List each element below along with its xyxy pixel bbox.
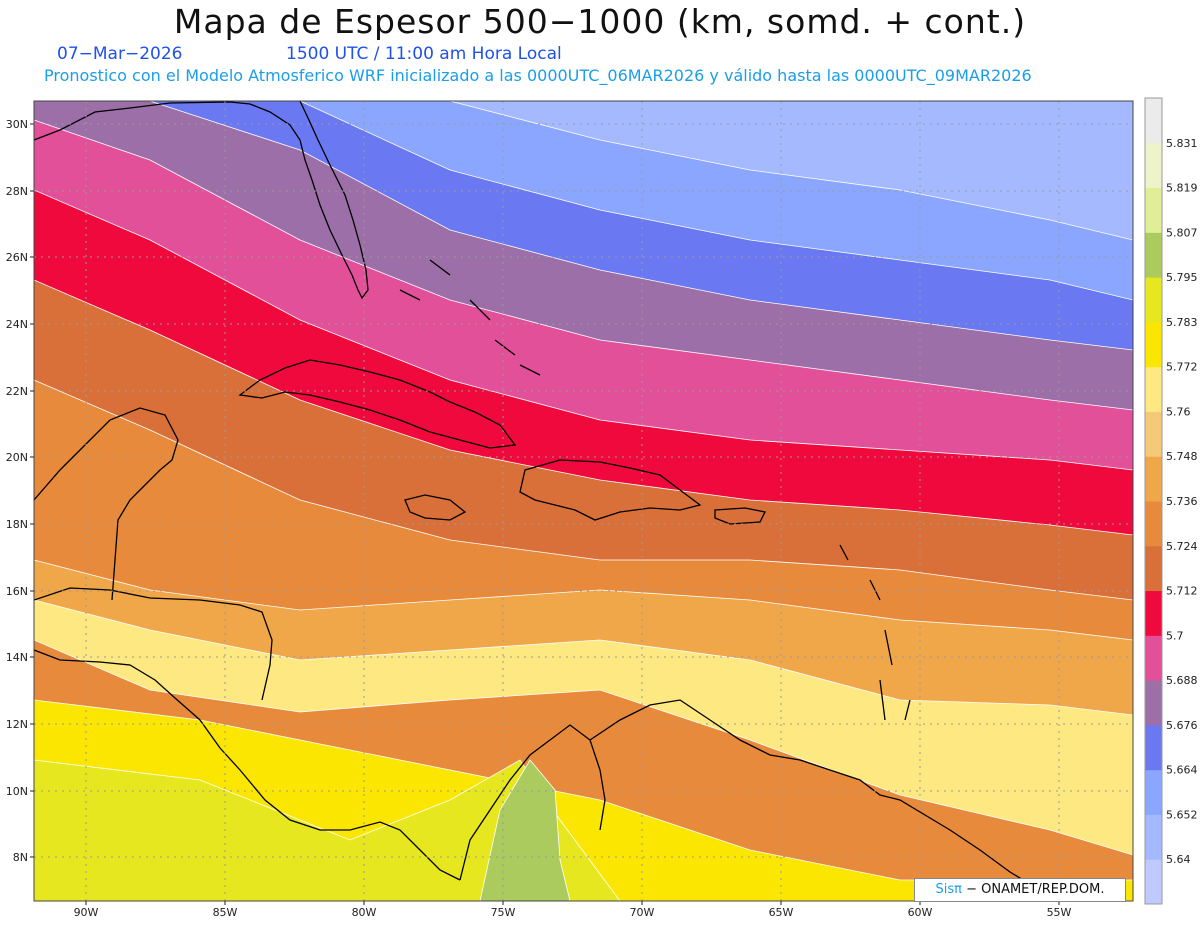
legend-label: 5.664 bbox=[1166, 764, 1198, 777]
credit-box: Sisπ − ONAMET/REP.DOM. bbox=[914, 878, 1126, 902]
lon-label: 75W bbox=[491, 906, 516, 919]
color-legend: 5.64 5.652 5.664 5.676 5.688 5.7 5.712 5.724 5.7… bbox=[1144, 97, 1198, 905]
legend-label: 5.676 bbox=[1166, 719, 1198, 732]
forecast-date: 07−Mar−2026 bbox=[57, 44, 183, 64]
legend-swatch bbox=[1145, 411, 1162, 457]
legend-label: 5.7 bbox=[1166, 629, 1184, 642]
longitude-labels: 90W 85W 80W 75W 70W 65W 60W 55W bbox=[74, 901, 1072, 919]
legend-label: 5.652 bbox=[1166, 808, 1198, 821]
legend-label: 5.772 bbox=[1166, 361, 1198, 374]
legend-label: 5.748 bbox=[1166, 450, 1198, 463]
legend-label: 5.783 bbox=[1166, 316, 1198, 329]
lat-label: 22N bbox=[6, 385, 28, 398]
sispi-brand: Sisπ bbox=[935, 882, 962, 897]
legend-label: 5.724 bbox=[1166, 540, 1198, 553]
legend-swatch bbox=[1145, 724, 1162, 771]
lat-label: 14N bbox=[6, 651, 28, 664]
lat-label: 28N bbox=[6, 185, 28, 198]
lon-label: 60W bbox=[908, 906, 933, 919]
latitude-labels: 30N 28N 26N 24N 22N 20N 18N 16N 14N 12N 10N 8N bbox=[6, 118, 34, 864]
lon-label: 80W bbox=[352, 906, 377, 919]
lat-label: 16N bbox=[6, 585, 28, 598]
legend-label: 5.64 bbox=[1166, 853, 1191, 866]
legend-swatch bbox=[1145, 321, 1162, 368]
lon-label: 65W bbox=[769, 906, 794, 919]
legend-swatch bbox=[1145, 142, 1162, 189]
lat-label: 30N bbox=[6, 118, 28, 131]
legend-swatch bbox=[1145, 277, 1162, 323]
lat-label: 26N bbox=[6, 251, 28, 264]
legend-swatch bbox=[1145, 501, 1162, 547]
credit-text: − ONAMET/REP.DOM. bbox=[966, 882, 1105, 897]
map-title: Mapa de Espesor 500−1000 (km, somd. + co… bbox=[173, 2, 1027, 41]
forecast-time: 1500 UTC / 11:00 am Hora Local bbox=[286, 44, 562, 64]
band-5.795 bbox=[34, 759, 621, 901]
lat-lon-grid bbox=[34, 101, 1133, 901]
lon-label: 85W bbox=[213, 906, 238, 919]
legend-label: 5.795 bbox=[1166, 271, 1198, 284]
legend-label: 5.736 bbox=[1166, 495, 1198, 508]
legend-swatch bbox=[1145, 366, 1162, 412]
legend-swatch bbox=[1145, 680, 1162, 726]
legend-swatch bbox=[1145, 769, 1162, 815]
lat-label: 20N bbox=[6, 451, 28, 464]
lat-label: 10N bbox=[6, 785, 28, 798]
legend-swatch bbox=[1145, 590, 1162, 636]
legend-label: 5.76 bbox=[1166, 405, 1191, 418]
legend-swatch bbox=[1145, 545, 1162, 592]
legend-swatch bbox=[1145, 456, 1162, 502]
lat-label: 8N bbox=[13, 851, 28, 864]
legend-frame bbox=[1144, 97, 1163, 905]
legend-label: 5.807 bbox=[1166, 226, 1198, 239]
legend-swatch bbox=[1145, 814, 1162, 860]
coastlines bbox=[34, 101, 1061, 901]
legend-swatch bbox=[1145, 859, 1162, 905]
lat-label: 18N bbox=[6, 518, 28, 531]
legend-swatch bbox=[1145, 635, 1162, 681]
legend-swatch bbox=[1145, 98, 1162, 144]
band-5.652 bbox=[34, 101, 1133, 241]
legend-label: 5.688 bbox=[1166, 674, 1198, 687]
lon-label: 55W bbox=[1047, 906, 1072, 919]
lat-label: 12N bbox=[6, 718, 28, 731]
lon-label: 70W bbox=[630, 906, 655, 919]
legend-swatch bbox=[1145, 232, 1162, 278]
legend-label: 5.831 bbox=[1166, 137, 1198, 150]
lon-label: 90W bbox=[74, 906, 99, 919]
legend-label: 5.819 bbox=[1166, 182, 1198, 195]
legend-label: 5.712 bbox=[1166, 585, 1198, 598]
contour-fill-layer bbox=[34, 101, 1133, 901]
lat-label: 24N bbox=[6, 318, 28, 331]
forecast-description: Pronostico con el Modelo Atmosferico WRF… bbox=[44, 66, 1032, 85]
legend-swatch bbox=[1145, 187, 1162, 233]
